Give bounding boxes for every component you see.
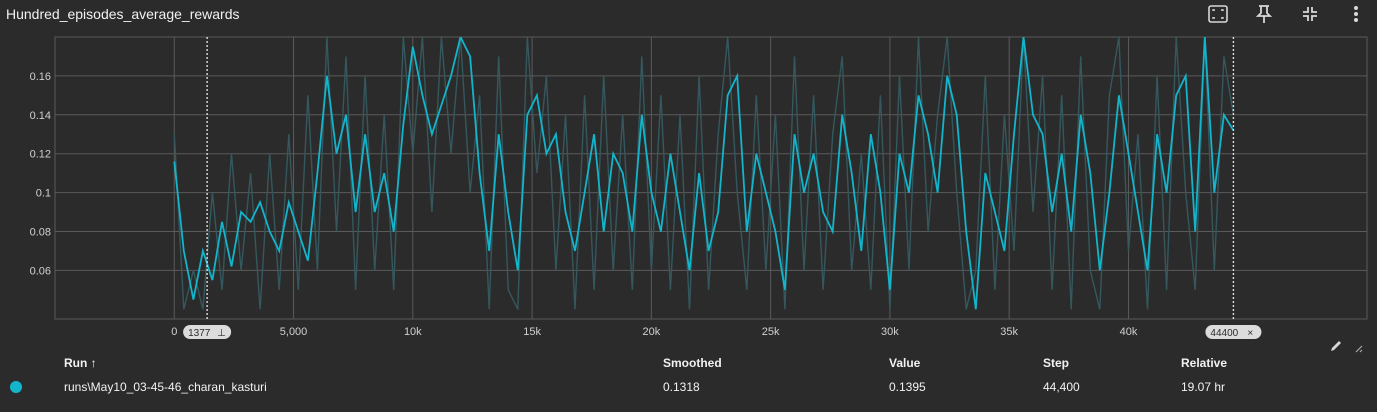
fit-domain-icon — [1208, 5, 1228, 23]
close-icon[interactable]: × — [1247, 328, 1253, 339]
grid — [54, 36, 1368, 320]
step-value: 44,400 — [1043, 380, 1080, 394]
edit-icon[interactable] — [1329, 339, 1343, 353]
pin-icon: ⊥ — [217, 328, 226, 339]
run-name: runs\May10_03-45-46_charan_kasturi — [64, 380, 267, 394]
x-tick-label: 0 — [171, 326, 177, 338]
chart-title: Hundred_episodes_average_rewards — [6, 6, 240, 22]
x-tick-label: 25k — [762, 326, 780, 338]
card-toolbar — [1205, 3, 1369, 25]
left-range-marker[interactable]: 1377 ⊥ — [183, 325, 232, 339]
y-tick-label: 0.16 — [30, 71, 51, 83]
column-header-value: Value — [889, 356, 921, 370]
plot-frame — [54, 36, 1368, 320]
y-tick-label: 0.08 — [30, 226, 51, 238]
raw-series-line — [173, 37, 1235, 310]
x-tick-label: 15k — [523, 326, 541, 338]
y-tick-label: 0.1 — [36, 188, 51, 200]
x-tick-label: 35k — [1000, 326, 1018, 338]
raw-value: 0.1395 — [889, 380, 926, 394]
more-vert-icon — [1354, 6, 1358, 22]
relative-time-value: 19.07 hr — [1181, 380, 1226, 394]
y-tick-label: 0.12 — [30, 149, 51, 161]
x-tick-label: 30k — [881, 326, 899, 338]
more-options-button[interactable] — [1343, 3, 1369, 25]
fit-domain-button[interactable] — [1205, 3, 1231, 25]
resize-handle-icon[interactable] — [1353, 343, 1363, 353]
collapse-button[interactable] — [1297, 3, 1323, 25]
x-axis: 0 5,000 10k 15k 20k 25k 30k 35k 40k — [171, 326, 1138, 338]
smoothed-value: 0.1318 — [663, 380, 700, 394]
right-range-marker[interactable]: 44400 × — [1205, 325, 1262, 339]
y-tick-label: 0.14 — [30, 110, 51, 122]
y-axis: 0.06 0.08 0.1 0.12 0.14 0.16 — [30, 71, 51, 277]
pin-button[interactable] — [1251, 3, 1277, 25]
pin-icon — [1255, 5, 1273, 23]
line-chart[interactable]: 0.06 0.08 0.1 0.12 0.14 0.16 0 5,000 10k 15k 20k 2… — [0, 0, 1377, 350]
right-marker-label: 44400 — [1210, 328, 1238, 339]
column-header-relative: Relative — [1181, 356, 1228, 370]
chart-corner-tools — [1329, 339, 1363, 358]
column-header-smoothed: Smoothed — [663, 356, 722, 370]
column-header-step: Step — [1043, 356, 1070, 370]
run-color-dot[interactable] — [10, 381, 22, 393]
x-tick-label: 20k — [642, 326, 660, 338]
x-tick-label: 40k — [1120, 326, 1138, 338]
collapse-icon — [1303, 7, 1317, 21]
smoothed-series-line — [173, 37, 1235, 310]
x-tick-label: 10k — [404, 326, 422, 338]
y-tick-label: 0.06 — [30, 265, 51, 277]
left-marker-label: 1377 — [188, 328, 211, 339]
x-tick-label: 5,000 — [280, 326, 308, 338]
column-header-run[interactable]: Run ↑ — [64, 356, 97, 370]
